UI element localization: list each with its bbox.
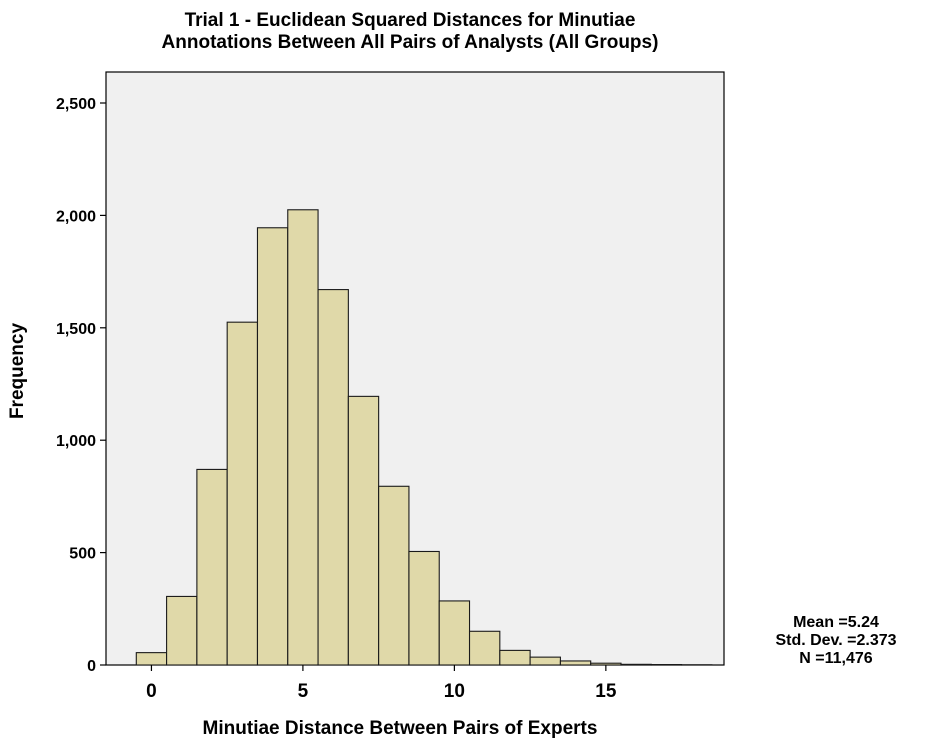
histogram-bar [287, 209, 319, 666]
histogram-bar [196, 468, 228, 666]
y-tick-label: 1,000 [56, 433, 96, 450]
y-tick-label: 1,500 [56, 321, 96, 338]
x-tick-label: 15 [595, 681, 617, 702]
histogram-bar [529, 656, 561, 666]
histogram-bar [590, 662, 622, 666]
stats-std-dev: Std. Dev. =2.373 [775, 632, 897, 649]
histogram-bar [317, 289, 349, 666]
histogram-bar [499, 649, 531, 666]
y-tick-label: 0 [87, 658, 96, 675]
y-tick-label: 2,500 [56, 96, 96, 113]
y-axis-label: Frequency [7, 322, 28, 420]
x-tick-label: 5 [298, 681, 309, 702]
y-tick-label: 2,000 [56, 208, 96, 225]
x-axis-label: Minutiae Distance Between Pairs of Exper… [202, 718, 598, 739]
histogram-bar [226, 321, 259, 666]
histogram-bar [620, 663, 652, 666]
histogram-bar [135, 652, 168, 666]
x-tick-label: 10 [444, 681, 465, 702]
histogram-bar [438, 600, 471, 666]
histogram-bar [408, 550, 440, 666]
chart-title-line-2: Annotations Between All Pairs of Analyst… [161, 32, 659, 53]
histogram-bar [166, 595, 198, 666]
histogram-bar [378, 485, 410, 666]
stats-n: N =11,476 [799, 650, 873, 667]
x-tick-label: 0 [146, 681, 157, 702]
stats-box: Mean =5.24 Std. Dev. =2.373 N =11,476 [746, 614, 926, 668]
histogram-bar [468, 630, 501, 666]
y-tick-label: 500 [69, 546, 96, 563]
histogram-bar [256, 227, 289, 666]
histogram-bar [559, 660, 592, 666]
stats-mean: Mean =5.24 [793, 614, 879, 631]
histogram-bar [347, 395, 380, 666]
chart-title-line-1: Trial 1 - Euclidean Squared Distances fo… [184, 10, 636, 31]
